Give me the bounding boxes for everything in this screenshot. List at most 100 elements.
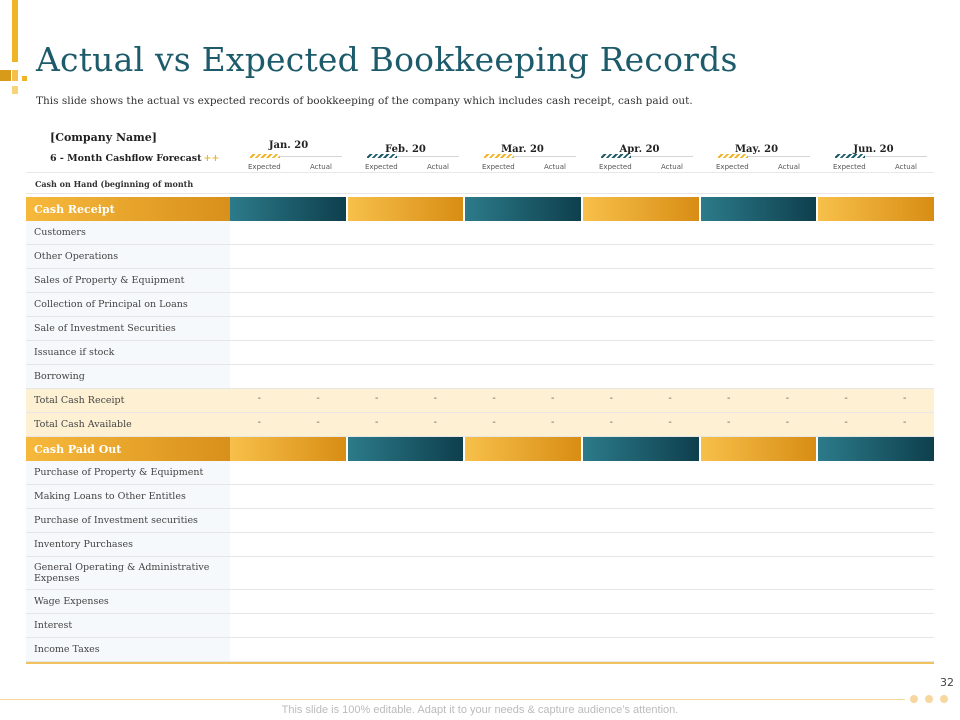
total-value: - (257, 417, 262, 428)
row-label: Making Loans to Other Entitles (26, 485, 230, 508)
month-color-blocks (230, 437, 935, 461)
total-value: - (551, 393, 555, 404)
actual-label: Actual (661, 163, 683, 171)
total-value: - (844, 417, 848, 428)
total-value: - (727, 393, 731, 404)
hatch-marker (835, 154, 865, 158)
row-label: Borrowing (26, 365, 230, 388)
month-block (230, 437, 348, 461)
month-block (818, 437, 935, 461)
table-row: Collection of Principal on Loans (26, 293, 934, 317)
month-name: Mar. 20 (501, 144, 544, 155)
row-label: Inventory Purchases (26, 533, 230, 556)
total-value: - (668, 393, 672, 404)
row-label: Customers (26, 221, 230, 244)
hatch-marker (484, 154, 514, 158)
total-value: - (785, 393, 790, 404)
month-block (347, 197, 466, 221)
total-value: - (257, 393, 262, 404)
table-row: Sale of Investment Securities (26, 317, 934, 341)
row-label: Collection of Principal on Loans (26, 293, 230, 316)
table-row: Interest (26, 614, 934, 638)
month-name: Jan. 20 (268, 140, 309, 151)
month-name: May. 20 (734, 144, 779, 155)
decor-square (0, 70, 11, 81)
page-number: 32 (940, 676, 954, 689)
month-divider (250, 156, 342, 157)
plus-icon: ++ (203, 153, 220, 164)
month-block (583, 437, 701, 461)
month-divider (367, 156, 459, 157)
month-block (583, 197, 701, 221)
table-row: General Operating & Administrative Expen… (26, 557, 934, 590)
row-label: Sale of Investment Securities (26, 317, 230, 340)
total-value: - (551, 417, 555, 428)
total-label: Total Cash Available (26, 413, 230, 436)
month-name: Jun. 20 (853, 144, 894, 155)
expected-label: Expected (365, 163, 398, 171)
total-value: - (668, 417, 672, 428)
section-label: Cash Receipt (26, 197, 230, 221)
total-value: - (785, 417, 790, 428)
cash-paid-out-header: Cash Paid Out (26, 437, 935, 461)
table-row: Making Loans to Other Entitles (26, 485, 934, 509)
total-value: - (433, 417, 438, 428)
row-label: Other Operations (26, 245, 230, 268)
total-value: - (374, 393, 379, 404)
month-header: Apr. 20 Expected Actual (581, 138, 698, 174)
row-label: Sales of Property & Equipment (26, 269, 230, 292)
table-row: Purchase of Property & Equipment (26, 461, 934, 485)
table-row: Wage Expenses (26, 590, 934, 614)
footer-dots (910, 695, 948, 703)
total-value: - (316, 393, 320, 404)
cash-receipt-header: Cash Receipt (26, 197, 935, 221)
header-divider (26, 193, 934, 194)
month-header: May. 20 Expected Actual (698, 138, 815, 174)
hatch-marker (718, 154, 748, 158)
total-value: - (844, 393, 848, 404)
month-block (230, 197, 348, 221)
expected-label: Expected (248, 163, 281, 171)
row-label: General Operating & Administrative Expen… (26, 557, 230, 589)
decor-bar (12, 0, 18, 62)
month-name: Feb. 20 (385, 144, 426, 155)
month-header: Jan. 20 Expected Actual (230, 138, 347, 174)
row-label: Income Taxes (26, 638, 230, 661)
total-value: - (433, 393, 438, 404)
total-row: Total Cash Available - - - - - - - - - - - - (26, 413, 934, 437)
total-value: - (374, 417, 379, 428)
footer-divider (0, 699, 905, 700)
month-divider (484, 156, 576, 157)
expected-label: Expected (716, 163, 749, 171)
month-block (818, 197, 935, 221)
decor-square (22, 76, 27, 81)
decor-square (12, 86, 18, 94)
forecast-label: 6 - Month Cashflow Forecast ++ (50, 153, 219, 164)
header-divider (26, 172, 934, 173)
expected-label: Expected (599, 163, 632, 171)
month-block (347, 437, 466, 461)
table-row: Inventory Purchases (26, 533, 934, 557)
month-name: Apr. 20 (619, 144, 660, 155)
page-title: Actual vs Expected Bookkeeping Records (36, 40, 738, 79)
month-divider (718, 156, 810, 157)
month-divider (835, 156, 927, 157)
cashflow-table: Cash Receipt Customers Other Operations Sal… (26, 197, 935, 662)
footer-note: This slide is 100% editable. Adapt it to… (281, 704, 679, 716)
actual-label: Actual (895, 163, 917, 171)
month-header: Feb. 20 Expected Actual (347, 138, 464, 174)
total-value: - (903, 417, 907, 428)
row-label: Purchase of Investment securities (26, 509, 230, 532)
total-value: - (316, 417, 320, 428)
total-values: ------------ (230, 389, 934, 412)
total-value: - (609, 393, 614, 404)
row-label: Interest (26, 614, 230, 637)
actual-label: Actual (544, 163, 566, 171)
hatch-marker (367, 154, 397, 158)
actual-label: Actual (427, 163, 449, 171)
month-block (700, 437, 819, 461)
decor-square (12, 70, 18, 81)
row-label: Purchase of Property & Equipment (26, 461, 230, 484)
hatch-marker (601, 154, 631, 158)
total-row: Total Cash Receipt - - - - - - - - - - - - (26, 389, 934, 413)
